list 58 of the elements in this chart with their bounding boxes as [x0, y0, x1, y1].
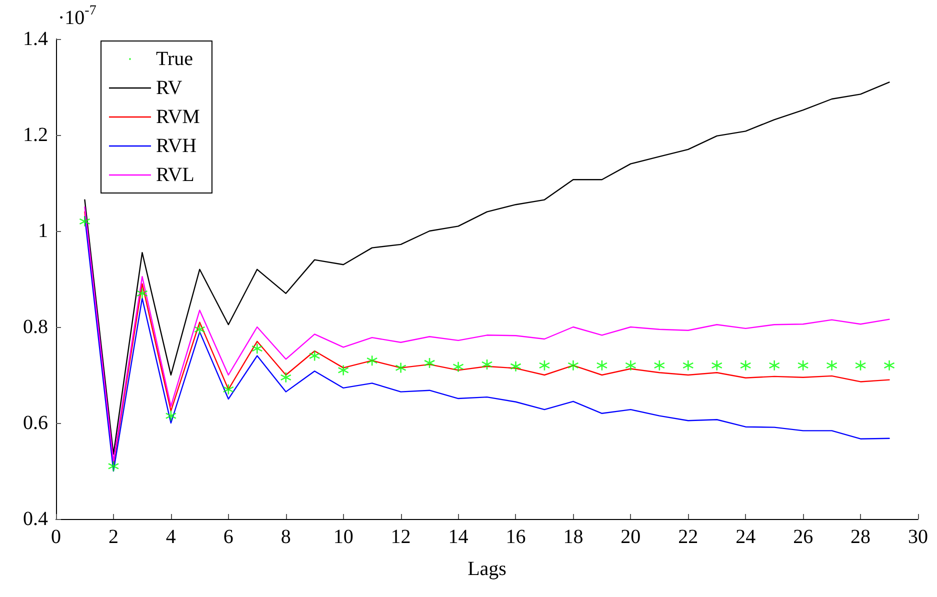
point — [108, 460, 120, 472]
x-axis-title: Lags — [468, 558, 507, 580]
x-tick-label: 16 — [506, 526, 526, 548]
x-tick-label: 30 — [908, 526, 928, 548]
point — [424, 357, 436, 369]
point — [568, 360, 579, 372]
x-tick-label: 14 — [448, 526, 468, 548]
point — [395, 362, 406, 374]
y-tick-label: 0.4 — [23, 508, 48, 530]
point — [538, 360, 550, 372]
line-series — [84, 82, 890, 455]
point — [768, 360, 780, 372]
x-tick-label: 20 — [620, 526, 641, 548]
point — [79, 216, 90, 228]
y-tick-label: 0.6 — [23, 412, 48, 434]
point — [625, 360, 636, 372]
y-tick-label: 1 — [38, 220, 48, 242]
point — [654, 360, 666, 372]
x-tick-label: 0 — [51, 526, 61, 548]
x-tick-label: 8 — [280, 526, 291, 548]
point — [452, 361, 464, 372]
x-tick-label: 2 — [108, 526, 118, 548]
y-tick-label: 1.4 — [23, 28, 48, 50]
x-tick-label: 12 — [390, 526, 411, 548]
point — [740, 360, 752, 372]
point — [308, 350, 320, 362]
point — [596, 360, 608, 372]
legend-label: RVL — [156, 164, 194, 186]
x-tick-label: 18 — [563, 526, 584, 548]
legend-label: RVM — [156, 106, 200, 128]
legend-label: RVH — [156, 135, 197, 157]
point — [222, 384, 234, 396]
point — [711, 360, 723, 372]
point — [884, 360, 895, 372]
legend-label: True — [156, 48, 194, 70]
point — [510, 360, 522, 372]
point — [366, 354, 378, 366]
x-tick-label: 6 — [223, 526, 234, 548]
point — [165, 410, 177, 422]
point — [481, 358, 493, 370]
point — [854, 360, 866, 372]
x-tick-label: 28 — [850, 526, 871, 548]
point — [280, 372, 292, 384]
point — [194, 324, 206, 336]
x-tick-label: 4 — [166, 526, 176, 548]
y-tick-label: 0.8 — [23, 316, 48, 338]
x-tick-label: 26 — [793, 526, 814, 548]
legend-label: RV — [156, 77, 183, 99]
point — [826, 360, 838, 372]
x-tick-label: 10 — [333, 526, 354, 548]
x-tick-label: 22 — [678, 526, 698, 548]
point — [136, 288, 148, 300]
y-tick-label: 1.2 — [23, 124, 48, 146]
point — [682, 360, 694, 372]
x-tick-label: 24 — [736, 526, 756, 548]
point — [797, 360, 809, 372]
point — [338, 364, 349, 376]
point — [251, 342, 263, 354]
